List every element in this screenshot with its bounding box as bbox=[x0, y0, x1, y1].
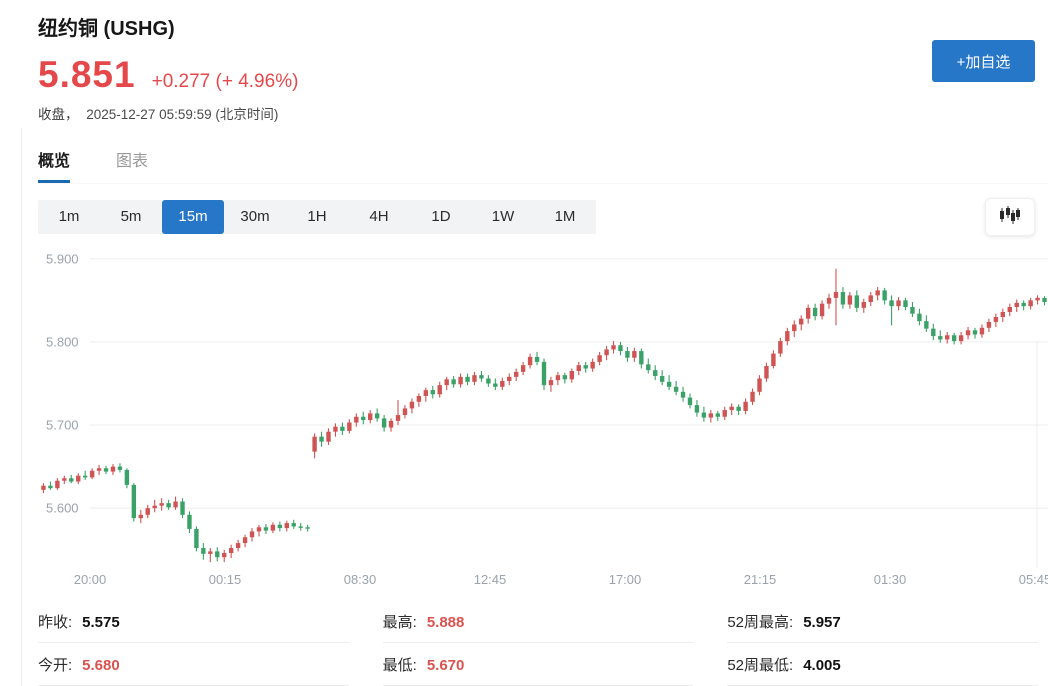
stat-value: 5.957 bbox=[803, 614, 841, 631]
svg-text:5.600: 5.600 bbox=[46, 501, 79, 516]
stat-label: 今开: bbox=[38, 657, 73, 674]
stat-52w-high: 52周最高: 5.957 bbox=[727, 600, 1038, 643]
tab-overview[interactable]: 概览 bbox=[38, 147, 71, 183]
stat-low: 最低: 5.670 bbox=[382, 643, 694, 686]
add-watchlist-button[interactable]: +加自选 bbox=[932, 40, 1035, 82]
timeframe-30m[interactable]: 30m bbox=[240, 208, 270, 225]
candlestick-chart[interactable]: 5.900 5.800 5.700 5.600 bbox=[40, 248, 1048, 568]
x-axis-labels: 20:00 00:15 08:30 12:45 17:00 21:15 01:30 05:45 bbox=[40, 568, 1048, 592]
stat-label: 52周最高: bbox=[727, 614, 794, 631]
timeframe-5m[interactable]: 5m bbox=[120, 208, 142, 225]
price-change: +0.277 (+ 4.96%) bbox=[151, 71, 299, 92]
close-info: 收盘， 2025-12-27 05:59:59 (北京时间) bbox=[38, 103, 1048, 123]
timeframe-15m[interactable]: 15m bbox=[162, 200, 224, 234]
timeframe-4h[interactable]: 4H bbox=[369, 208, 389, 225]
close-label: 收盘， bbox=[38, 107, 79, 122]
chart-type-button[interactable] bbox=[985, 198, 1035, 236]
last-price: 5.851 bbox=[38, 54, 136, 95]
timeframe-1d[interactable]: 1D bbox=[431, 208, 451, 225]
svg-text:5.700: 5.700 bbox=[46, 418, 79, 433]
x-axis-label: 08:30 bbox=[343, 572, 377, 587]
stat-value: 5.680 bbox=[82, 657, 120, 674]
stat-value: 5.888 bbox=[426, 614, 465, 631]
x-axis-label: 17:00 bbox=[608, 572, 642, 587]
price-row: 5.851 +0.277 (+ 4.96%) bbox=[38, 54, 1048, 96]
stat-value: 5.670 bbox=[426, 657, 465, 674]
svg-text:5.800: 5.800 bbox=[46, 334, 79, 349]
stat-high: 最高: 5.888 bbox=[382, 600, 694, 643]
stat-label: 最高: bbox=[382, 614, 417, 631]
tabs: 概览 图表 bbox=[38, 147, 1048, 184]
svg-text:5.900: 5.900 bbox=[46, 251, 79, 266]
instrument-title: 纽约铜 (USHG) bbox=[38, 18, 175, 40]
timeframe-1m-month[interactable]: 1M bbox=[554, 208, 576, 225]
chart-area[interactable]: 5.900 5.800 5.700 5.600 bbox=[40, 248, 1048, 568]
stat-value: 5.575 bbox=[82, 614, 120, 631]
timeframe-1m[interactable]: 1m bbox=[58, 208, 80, 225]
stat-label: 52周最低: bbox=[727, 657, 794, 674]
timeframe-1w[interactable]: 1W bbox=[491, 208, 515, 225]
stat-prev-close: 昨收: 5.575 bbox=[38, 600, 349, 643]
x-axis-label: 01:30 bbox=[873, 572, 907, 587]
stats-grid: 昨收: 5.575 最高: 5.888 52周最高: 5.957 今开: 5.680 最低: 5.… bbox=[38, 600, 1038, 686]
x-axis-label: 20:00 bbox=[73, 572, 107, 587]
page-left-divider bbox=[21, 128, 22, 686]
stat-52w-low: 52周最低: 4.005 bbox=[727, 643, 1038, 686]
x-axis-label: 05:45 bbox=[1018, 572, 1048, 587]
stat-label: 昨收: bbox=[38, 614, 73, 631]
candlestick-chart-icon bbox=[998, 205, 1022, 230]
stat-value: 4.005 bbox=[803, 657, 841, 674]
x-axis-label: 21:15 bbox=[743, 572, 777, 587]
stat-open: 今开: 5.680 bbox=[38, 643, 349, 686]
chart-toolbar: 1m 5m 15m 30m 1H 4H 1D 1W 1M bbox=[38, 198, 1048, 236]
timeframe-group: 1m 5m 15m 30m 1H 4H 1D 1W 1M bbox=[38, 200, 596, 234]
close-timestamp: 2025-12-27 05:59:59 (北京时间) bbox=[86, 107, 279, 122]
timeframe-1h[interactable]: 1H bbox=[307, 208, 327, 225]
x-axis-label: 12:45 bbox=[473, 572, 507, 587]
x-axis-label: 00:15 bbox=[208, 572, 242, 587]
stat-label: 最低: bbox=[382, 657, 417, 674]
tab-chart[interactable]: 图表 bbox=[116, 153, 149, 170]
